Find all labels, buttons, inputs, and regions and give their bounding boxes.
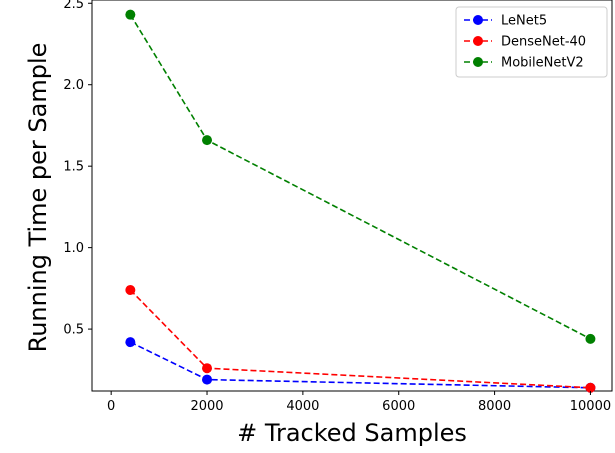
- legend-entry: LeNet5: [501, 14, 547, 29]
- x-tick-label: 0: [107, 399, 115, 414]
- series-group: [125, 9, 596, 393]
- y-tick-label: 0.5: [63, 323, 84, 338]
- x-tick-label: 6000: [382, 399, 415, 414]
- legend-entry: MobileNetV2: [501, 56, 584, 71]
- y-axis-label: Running Time per Sample: [24, 43, 52, 353]
- x-tick-label: 8000: [478, 399, 511, 414]
- axis-ticks: 0 2000 4000 6000 8000 10000 0.5 1.0 1.5 2.0 2.5: [63, 0, 611, 414]
- data-point: [202, 363, 213, 374]
- legend-marker: [473, 36, 483, 46]
- x-tick-label: 2000: [190, 399, 223, 414]
- y-tick-label: 2.0: [63, 78, 84, 93]
- x-tick-label: 4000: [286, 399, 319, 414]
- plot-frame: [91, 0, 613, 392]
- data-point: [125, 284, 136, 295]
- y-tick-label: 2.5: [63, 0, 84, 12]
- legend-entry: DenseNet-40: [501, 35, 586, 50]
- data-point: [202, 374, 213, 385]
- legend-box: [455, 6, 608, 78]
- legend-marker: [473, 15, 483, 25]
- y-tick-label: 1.0: [63, 241, 84, 256]
- data-point: [202, 135, 213, 146]
- data-point: [585, 333, 596, 344]
- data-point: [125, 337, 136, 348]
- plot-area: [91, 0, 613, 392]
- x-tick-label: 10000: [570, 399, 611, 414]
- x-axis-label: # Tracked Samples: [237, 419, 467, 447]
- series-line-1: [129, 289, 591, 389]
- data-point: [125, 9, 136, 20]
- legend-marker: [473, 57, 483, 67]
- legend: LeNet5 DenseNet-40 MobileNetV2: [455, 6, 608, 78]
- series-line-0: [129, 341, 591, 389]
- data-point: [585, 382, 596, 393]
- y-tick-label: 1.5: [63, 160, 84, 175]
